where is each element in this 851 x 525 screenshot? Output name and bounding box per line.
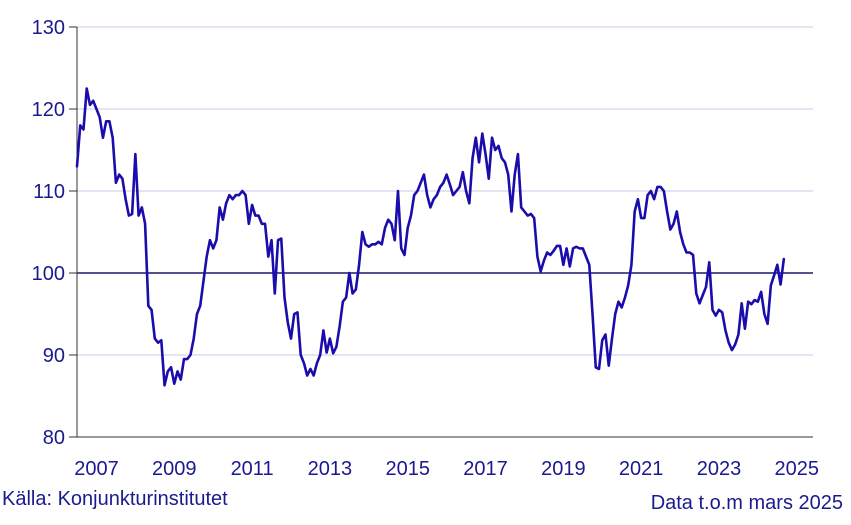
y-tick-label-110: 110 <box>33 181 65 203</box>
x-tick-label-2019: 2019 <box>541 458 586 480</box>
x-tick-label-2011: 2011 <box>231 458 274 480</box>
source-label: Källa: Konjunkturinstitutet <box>2 488 228 510</box>
series-line-0 <box>75 87 786 387</box>
axes <box>76 27 813 438</box>
x-tick-label-2009: 2009 <box>152 458 197 480</box>
gridlines <box>69 26 813 438</box>
x-tick-label-2013: 2013 <box>308 458 353 480</box>
y-tick-label-120: 120 <box>32 99 65 121</box>
y-tick-label-80: 80 <box>43 427 65 449</box>
x-tick-label-2021: 2021 <box>619 458 664 480</box>
y-tick-label-100: 100 <box>32 263 65 285</box>
x-tick-label-2007: 2007 <box>74 458 119 480</box>
y-tick-labels: 80 90 100 110 120 130 <box>32 17 65 449</box>
y-tick-label-130: 130 <box>32 17 65 39</box>
y-tick-label-90: 90 <box>43 345 65 367</box>
x-tick-label-2015: 2015 <box>385 458 430 480</box>
x-tick-label-2017: 2017 <box>463 458 508 480</box>
data-note-label: Data t.o.m mars 2025 <box>650 492 843 514</box>
x-tick-labels: 2007 2009 2011 2013 2015 2017 2019 2021 2023 2025 <box>74 458 819 480</box>
series-group <box>75 87 786 387</box>
x-tick-label-2025: 2025 <box>775 458 820 480</box>
x-tick-label-2023: 2023 <box>697 458 742 480</box>
